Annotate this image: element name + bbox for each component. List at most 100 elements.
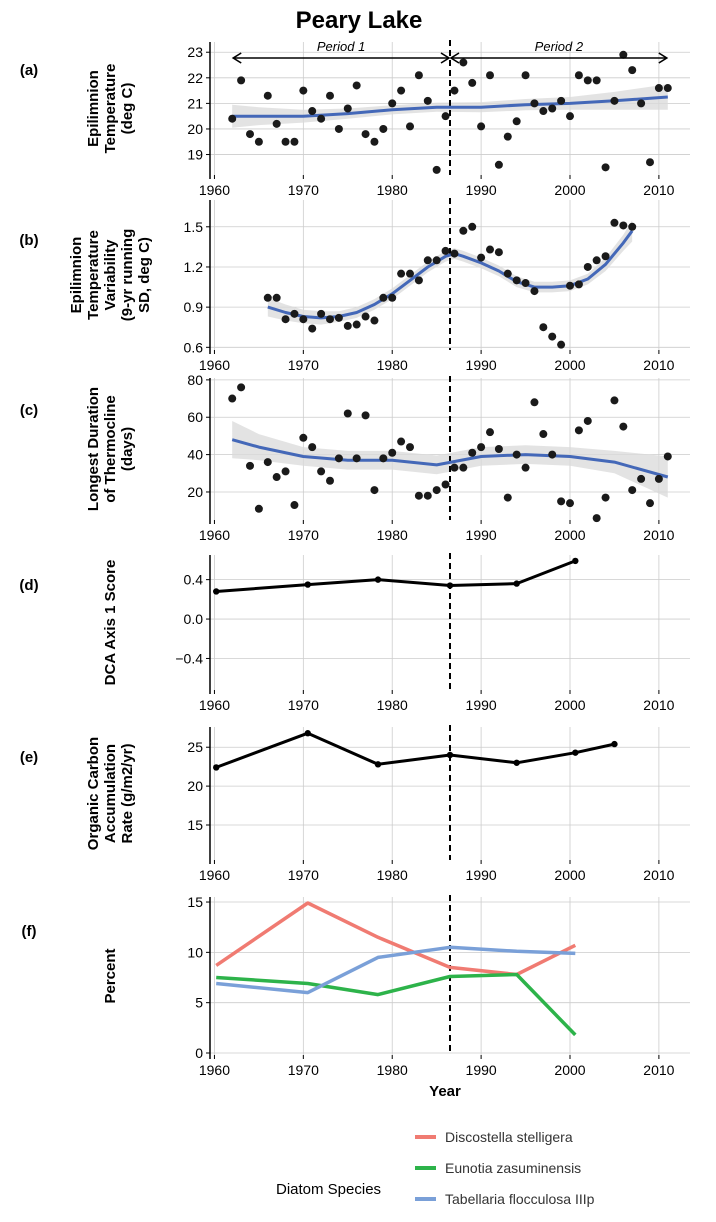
data-point: [406, 122, 414, 131]
data-point: [468, 78, 477, 87]
data-point: [477, 253, 486, 262]
data-point: [326, 476, 334, 485]
data-point: [566, 112, 574, 121]
data-point: [592, 514, 601, 523]
data-point: [574, 280, 583, 289]
series-line-eunotia: [216, 972, 577, 1037]
y-axis-label: Epilimnion: [68, 237, 85, 314]
x-tick-label: 2000: [554, 867, 585, 883]
series-point: [374, 576, 382, 583]
data-point: [388, 448, 397, 457]
data-point: [530, 99, 539, 108]
data-point: [343, 409, 352, 418]
y-tick-label: 15: [187, 817, 203, 833]
data-point: [557, 340, 566, 349]
data-point: [361, 312, 370, 321]
panel-d: 0.4 0.0 −0.4 1960 1970 1980 1990 2000 2010 (d) DCA…: [19, 553, 690, 713]
data-point: [281, 315, 290, 324]
data-point: [548, 450, 557, 459]
data-point: [272, 119, 281, 128]
data-point: [397, 437, 406, 446]
x-tick-label: 2010: [643, 357, 674, 373]
period-arrow: Period 1: [231, 39, 451, 64]
y-axis-label: (9-yr running: [119, 229, 136, 322]
y-tick-label: 20: [187, 778, 203, 794]
data-point: [512, 450, 521, 459]
data-point: [521, 463, 530, 472]
y-axis-label: Temperature: [102, 64, 119, 154]
panel-label: (f): [22, 923, 37, 940]
data-point: [326, 91, 334, 100]
x-tick-label: 1980: [377, 697, 408, 713]
data-point: [299, 433, 308, 442]
data-point: [370, 486, 379, 495]
y-axis-label: Longest Duration: [85, 387, 102, 511]
data-point: [583, 262, 592, 271]
period-arrow: Period 2: [449, 39, 669, 64]
x-tick-label: 2010: [643, 867, 674, 883]
x-tick-label: 1960: [199, 527, 230, 543]
data-point: [246, 130, 254, 139]
data-point: [361, 411, 370, 420]
data-point: [628, 66, 637, 75]
series-point: [446, 751, 454, 759]
panel-label: (a): [20, 62, 38, 79]
data-point: [450, 249, 459, 258]
y-tick-label: 0.9: [184, 299, 204, 315]
data-point: [263, 293, 272, 302]
data-point: [637, 474, 646, 483]
legend-item: Eunotia zasuminensis: [415, 1160, 581, 1176]
data-point: [557, 96, 566, 105]
y-tick-label: 0.6: [184, 339, 204, 355]
smooth-trend-line: [232, 95, 668, 118]
series-point: [572, 749, 579, 756]
x-tick-label: 2000: [554, 527, 585, 543]
data-point: [486, 71, 494, 80]
x-tick-label: 1960: [199, 357, 230, 373]
data-point: [397, 269, 406, 278]
legend-label: Discostella stelligera: [445, 1129, 573, 1145]
data-point: [414, 491, 423, 500]
smooth-trend-line: [231, 438, 669, 479]
data-point: [539, 107, 548, 116]
data-point: [557, 497, 566, 506]
y-tick-label: −0.4: [175, 650, 203, 666]
data-point: [379, 454, 388, 463]
data-point: [263, 91, 272, 100]
data-point: [281, 137, 290, 146]
series-point: [572, 557, 579, 565]
data-point: [610, 96, 619, 105]
data-point: [592, 256, 601, 265]
data-point: [254, 137, 263, 146]
series-point: [611, 740, 618, 748]
data-point: [646, 158, 654, 167]
data-point: [228, 394, 237, 403]
data-point: [468, 222, 477, 231]
y-axis-label: Epilimnion: [85, 70, 102, 147]
data-point: [494, 248, 503, 257]
data-point: [521, 279, 530, 288]
data-point: [477, 443, 486, 452]
y-tick-label: 20: [187, 484, 203, 500]
x-tick-label: 1970: [288, 527, 319, 543]
data-point: [583, 416, 592, 425]
x-axis-title: Year: [429, 1083, 461, 1100]
data-point: [566, 281, 574, 290]
data-point: [432, 256, 441, 265]
series-point: [213, 588, 220, 595]
y-tick-label: 80: [187, 372, 203, 388]
data-point: [539, 323, 548, 332]
data-point: [423, 96, 432, 105]
panel-label: (b): [19, 232, 38, 249]
data-point: [290, 501, 299, 510]
x-tick-label: 1980: [377, 182, 408, 198]
y-tick-label: 1.5: [184, 219, 204, 235]
y-axis-label: Percent: [102, 948, 119, 1003]
data-point: [539, 430, 548, 439]
y-tick-label: 0.4: [184, 572, 204, 588]
data-point: [414, 71, 423, 80]
y-tick-label: 19: [187, 147, 203, 163]
data-point: [379, 124, 388, 133]
data-point: [370, 316, 379, 325]
data-point: [423, 491, 432, 500]
